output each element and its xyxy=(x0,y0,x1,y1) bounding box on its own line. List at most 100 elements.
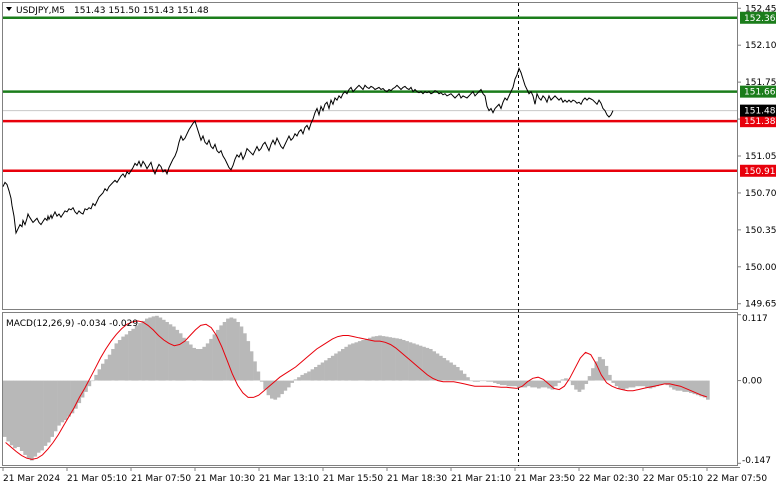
macd-histogram-bar xyxy=(337,351,342,381)
macd-histogram-bar xyxy=(320,362,325,381)
macd-histogram-bar xyxy=(290,380,294,383)
macd-histogram-bar xyxy=(307,371,311,381)
price-tick-label: 152.45 xyxy=(745,4,777,14)
macd-histogram-bar xyxy=(604,365,609,381)
macd-histogram-bar xyxy=(422,346,426,381)
macd-histogram-bar xyxy=(226,318,230,381)
macd-histogram-bar xyxy=(540,380,545,388)
time-tick-label: 22 Mar 02:30 xyxy=(579,474,639,484)
macd-histogram-bar xyxy=(503,380,507,386)
macd-histogram-bar xyxy=(567,380,572,382)
macd-histogram-bar xyxy=(476,380,480,382)
macd-histogram-bar xyxy=(13,380,17,449)
level-price-tag xyxy=(740,85,776,98)
macd-indicator-label[interactable]: MACD(12,26,9) -0.034 -0.029 xyxy=(6,319,138,329)
macd-histogram-bar xyxy=(564,378,568,381)
time-tick-label: 21 Mar 15:50 xyxy=(323,474,383,484)
macd-histogram-bar xyxy=(371,336,376,381)
macd-histogram-bar xyxy=(249,351,254,381)
macd-histogram-bar xyxy=(239,326,244,381)
macd-histogram-bar xyxy=(432,351,436,381)
price-tick-label: 149.65 xyxy=(745,300,777,310)
macd-histogram-bar xyxy=(172,326,176,381)
macd-histogram-bar xyxy=(158,317,163,381)
macd-histogram-bar xyxy=(486,380,490,382)
macd-histogram-bar xyxy=(145,318,149,381)
macd-histogram-bar xyxy=(77,380,82,404)
time-tick-label: 22 Mar 07:50 xyxy=(707,474,767,484)
macd-histogram-bar xyxy=(310,369,315,381)
macd-histogram-bar xyxy=(459,370,463,381)
macd-histogram-bar xyxy=(101,363,105,381)
macd-histogram-bar xyxy=(479,380,484,382)
level-price-tag xyxy=(740,11,776,24)
macd-histogram-bar xyxy=(401,340,406,381)
macd-histogram-bar xyxy=(597,356,602,381)
price-series xyxy=(2,67,614,235)
macd-histogram-bar xyxy=(662,380,666,384)
level-price-label: 151.38 xyxy=(744,117,776,127)
macd-histogram-bar xyxy=(182,337,186,381)
macd-histogram-bar xyxy=(455,367,460,381)
macd-histogram-bar xyxy=(9,380,14,446)
macd-histogram-bar xyxy=(185,341,190,381)
macd-histogram-bar xyxy=(398,338,403,381)
macd-histogram-bar xyxy=(253,361,257,381)
price-tick-label: 150.70 xyxy=(745,189,777,199)
macd-histogram-bar xyxy=(273,380,278,400)
macd-histogram-bar xyxy=(351,343,355,381)
macd-histogram-bar xyxy=(330,355,335,381)
ohlc-label: 151.43 151.50 151.43 151.48 xyxy=(74,6,209,16)
macd-histogram-bar xyxy=(695,380,700,396)
macd-histogram-bar xyxy=(199,349,203,381)
macd-histogram-bar xyxy=(526,380,531,387)
macd-histogram-bar xyxy=(256,371,261,381)
macd-histogram-bar xyxy=(557,380,561,383)
time-tick-label: 21 Mar 18:30 xyxy=(387,474,447,484)
macd-histogram-bar xyxy=(435,353,440,381)
price-tick-label: 150.35 xyxy=(745,226,777,236)
macd-histogram-bar xyxy=(70,380,75,414)
level-price-label: 150.91 xyxy=(744,167,776,177)
macd-histogram-bar xyxy=(3,380,7,437)
macd-histogram-bar xyxy=(19,380,24,451)
macd-histogram-bar xyxy=(87,380,92,387)
macd-histogram-bar xyxy=(23,380,27,455)
macd-histogram-bar xyxy=(30,380,34,461)
macd-histogram-bar xyxy=(33,380,38,457)
macd-histogram-bar xyxy=(405,341,409,381)
macd-tick-label: 0.00 xyxy=(742,377,762,387)
macd-signal-line xyxy=(5,320,707,460)
symbol-dropdown-icon[interactable] xyxy=(6,7,12,11)
macd-histogram-bar xyxy=(452,364,457,381)
macd-histogram-bar xyxy=(151,316,156,381)
macd-histogram-bar xyxy=(364,338,369,381)
macd-histogram-bar xyxy=(513,380,518,387)
macd-histogram-bar xyxy=(361,340,365,381)
macd-histogram-bar xyxy=(124,334,129,381)
macd-histogram-bar xyxy=(611,380,616,383)
macd-histogram-bar xyxy=(621,380,626,390)
macd-histogram-bar xyxy=(67,380,71,417)
macd-histogram-bar xyxy=(74,380,78,409)
macd-histogram-bar xyxy=(624,380,629,389)
macd-histogram-bar xyxy=(192,347,196,381)
macd-histogram-bar xyxy=(665,380,670,386)
macd-histogram-bar xyxy=(543,380,548,388)
macd-histogram-bar xyxy=(699,380,703,397)
macd-histogram-bar xyxy=(324,360,328,381)
macd-histogram-bar xyxy=(270,380,274,399)
symbol-label[interactable]: USDJPY,M5 xyxy=(16,6,65,16)
macd-histogram-bar xyxy=(520,380,524,388)
macd-histogram-bar xyxy=(60,380,65,423)
time-tick-label: 22 Mar 05:10 xyxy=(643,474,703,484)
macd-histogram-bar xyxy=(317,364,321,381)
macd-histogram-bar xyxy=(391,337,396,381)
macd-histogram-bar xyxy=(449,362,453,381)
macd-histogram-bar xyxy=(550,380,555,390)
macd-histogram-bar xyxy=(499,380,504,386)
macd-histogram-bar xyxy=(685,380,690,392)
macd-histogram-bar xyxy=(209,338,213,381)
macd-histogram-bar xyxy=(581,380,585,390)
macd-panel-frame xyxy=(2,312,738,466)
